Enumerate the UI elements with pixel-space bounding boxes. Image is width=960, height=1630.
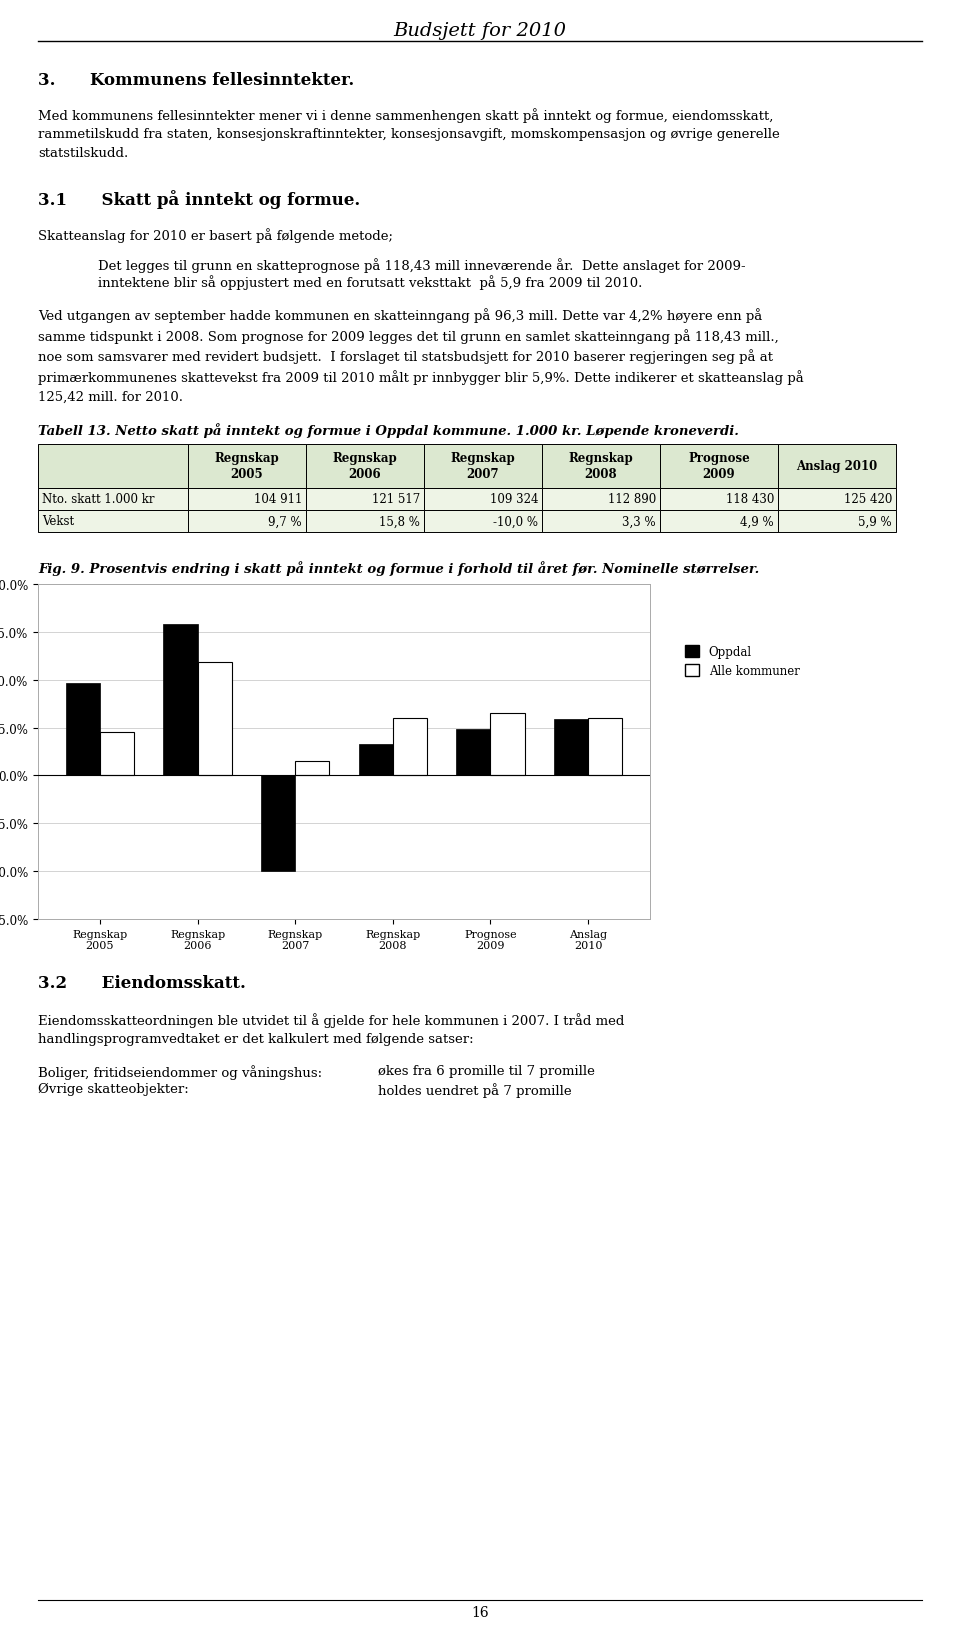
Text: Ved utgangen av september hadde kommunen en skatteinngang på 96,3 mill. Dette va: Ved utgangen av september hadde kommunen… <box>38 308 804 403</box>
Bar <box>542 445 660 489</box>
Text: 4,9 %: 4,9 % <box>740 515 774 528</box>
Bar <box>306 445 424 489</box>
Bar <box>306 510 424 533</box>
Bar <box>38 445 188 489</box>
Text: Tabell 13. Netto skatt på inntekt og formue i Oppdal kommune. 1.000 kr. Løpende : Tabell 13. Netto skatt på inntekt og for… <box>38 422 739 437</box>
Text: 9,7 %: 9,7 % <box>269 515 302 528</box>
Bar <box>456 729 491 776</box>
Bar <box>393 719 427 776</box>
Text: Regnskap
2007: Regnskap 2007 <box>450 452 516 481</box>
Bar <box>163 624 198 776</box>
Bar <box>660 445 778 489</box>
Bar <box>188 489 306 510</box>
Bar <box>660 489 778 510</box>
Text: Eiendomsskatteordningen ble utvidet til å gjelde for hele kommunen i 2007. I trå: Eiendomsskatteordningen ble utvidet til … <box>38 1012 624 1045</box>
Text: -10,0 %: -10,0 % <box>493 515 538 528</box>
Text: 16: 16 <box>471 1606 489 1619</box>
Bar <box>660 510 778 533</box>
Text: Skatteanslag for 2010 er basert på følgende metode;: Skatteanslag for 2010 er basert på følge… <box>38 228 393 243</box>
Bar <box>188 510 306 533</box>
Text: holdes uendret på 7 promille: holdes uendret på 7 promille <box>378 1082 571 1097</box>
Bar <box>424 510 542 533</box>
Bar <box>66 683 100 776</box>
Text: 125 420: 125 420 <box>844 494 892 507</box>
Text: 3.1      Skatt på inntekt og formue.: 3.1 Skatt på inntekt og formue. <box>38 189 360 209</box>
Text: Budsjett for 2010: Budsjett for 2010 <box>394 21 566 41</box>
Text: 15,8 %: 15,8 % <box>379 515 420 528</box>
Text: Regnskap
2008: Regnskap 2008 <box>568 452 634 481</box>
Bar <box>188 445 306 489</box>
Bar <box>588 719 622 776</box>
Text: Prognose
2009: Prognose 2009 <box>688 452 750 481</box>
Text: Anslag 2010: Anslag 2010 <box>797 460 877 473</box>
Text: Regnskap
2006: Regnskap 2006 <box>332 452 397 481</box>
Text: Vekst: Vekst <box>42 515 74 528</box>
Text: 5,9 %: 5,9 % <box>858 515 892 528</box>
Bar <box>38 510 188 533</box>
Text: Boliger, fritidseiendommer og våningshus:: Boliger, fritidseiendommer og våningshus… <box>38 1064 323 1079</box>
Bar <box>554 719 588 776</box>
Text: 118 430: 118 430 <box>726 494 774 507</box>
Text: 104 911: 104 911 <box>253 494 302 507</box>
Text: inntektene blir så oppjustert med en forutsatt veksttakt  på 5,9 fra 2009 til 20: inntektene blir så oppjustert med en for… <box>98 275 642 290</box>
Text: 3.2      Eiendomsskatt.: 3.2 Eiendomsskatt. <box>38 975 246 991</box>
Bar <box>261 776 295 872</box>
Bar <box>38 489 188 510</box>
Bar <box>198 663 231 776</box>
Bar <box>424 489 542 510</box>
Bar <box>778 489 896 510</box>
Bar <box>424 445 542 489</box>
Text: 3,3 %: 3,3 % <box>622 515 656 528</box>
Bar <box>295 761 329 776</box>
Bar <box>542 489 660 510</box>
Text: 121 517: 121 517 <box>372 494 420 507</box>
Text: Fig. 9. Prosentvis endring i skatt på inntekt og formue i forhold til året før. : Fig. 9. Prosentvis endring i skatt på in… <box>38 561 759 575</box>
Text: 109 324: 109 324 <box>490 494 538 507</box>
Bar <box>778 445 896 489</box>
Text: Regnskap
2005: Regnskap 2005 <box>215 452 279 481</box>
Text: Øvrige skatteobjekter:: Øvrige skatteobjekter: <box>38 1082 189 1095</box>
Bar <box>491 714 524 776</box>
Text: 112 890: 112 890 <box>608 494 656 507</box>
Text: Nto. skatt 1.000 kr: Nto. skatt 1.000 kr <box>42 494 155 507</box>
Bar <box>542 510 660 533</box>
Bar <box>306 489 424 510</box>
Bar <box>778 510 896 533</box>
Bar <box>100 734 134 776</box>
Text: økes fra 6 promille til 7 promille: økes fra 6 promille til 7 promille <box>378 1064 595 1077</box>
Bar <box>359 745 393 776</box>
Legend: Oppdal, Alle kommuner: Oppdal, Alle kommuner <box>681 641 804 681</box>
Text: Det legges til grunn en skatteprognose på 118,43 mill inneværende år.  Dette ans: Det legges til grunn en skatteprognose p… <box>98 258 746 272</box>
Text: 3.      Kommunens fellesinntekter.: 3. Kommunens fellesinntekter. <box>38 72 354 90</box>
Text: Med kommunens fellesinntekter mener vi i denne sammenhengen skatt på inntekt og : Med kommunens fellesinntekter mener vi i… <box>38 108 780 160</box>
